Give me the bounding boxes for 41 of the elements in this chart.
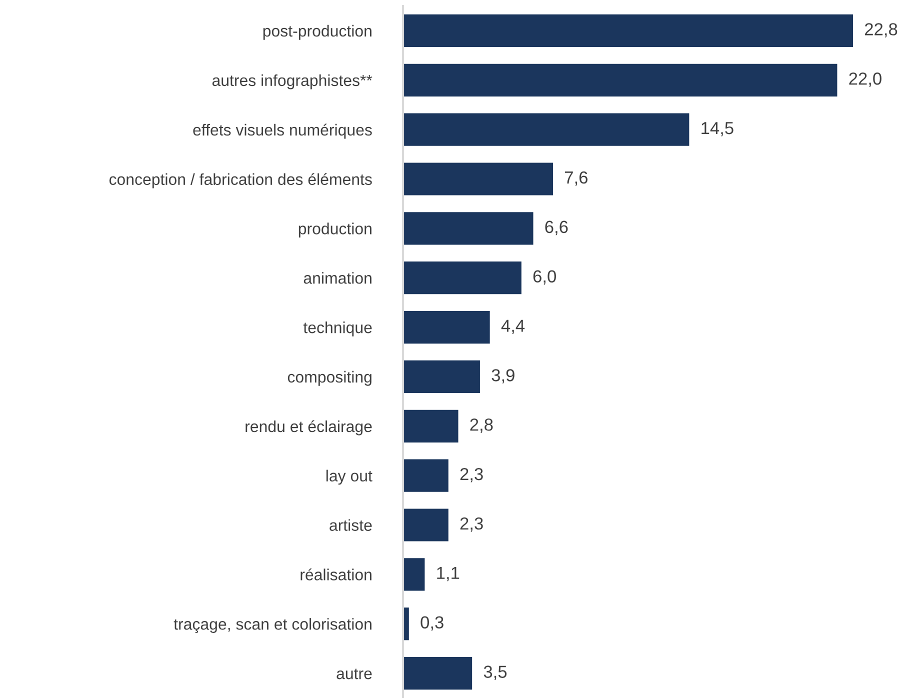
y-tick-label: conception / fabrication des éléments	[109, 173, 372, 188]
data-label: 3,5	[484, 666, 507, 680]
y-tick-label: autres infographistes**	[212, 74, 372, 90]
data-label: 22,0	[849, 72, 882, 87]
bar	[403, 310, 490, 344]
bar	[403, 14, 853, 48]
y-tick-label: compositing	[288, 370, 372, 386]
y-tick-label: rendu et éclairage	[246, 420, 372, 436]
y-tick-label: effets visuels numériques	[193, 124, 372, 139]
bar	[403, 656, 472, 690]
data-label: 6,0	[533, 270, 556, 285]
bar	[403, 262, 522, 294]
y-tick-label: autre	[336, 668, 372, 680]
bar	[403, 64, 838, 96]
data-label: 2,3	[460, 468, 483, 482]
data-label: 14,5	[702, 122, 734, 136]
bar	[403, 459, 448, 492]
bar	[403, 360, 480, 394]
y-tick-label: technique	[303, 322, 372, 336]
y-tick-label: traçage, scan et colorisation	[174, 618, 372, 634]
bar	[403, 558, 425, 591]
y-tick-label: animation	[304, 272, 372, 284]
bar	[403, 162, 553, 196]
y-tick-label: artiste	[330, 519, 372, 531]
data-label: 2,8	[470, 418, 493, 433]
y-tick-label: post-production	[263, 24, 372, 40]
y-tick-label: production	[298, 222, 372, 238]
data-label: 6,6	[545, 220, 568, 236]
data-label: 22,8	[864, 23, 898, 38]
bar	[403, 113, 690, 146]
data-label: 0,3	[420, 616, 444, 631]
bar	[403, 212, 534, 245]
y-tick-label: réalisation	[300, 568, 372, 580]
data-label: 3,9	[492, 369, 514, 384]
bar	[403, 508, 448, 542]
y-tick-label: lay out	[326, 470, 372, 485]
data-label: 1,1	[437, 566, 460, 582]
bar	[403, 410, 458, 442]
data-label: 7,6	[565, 171, 588, 186]
data-label: 4,4	[501, 320, 525, 334]
data-label: 2,3	[460, 517, 483, 532]
